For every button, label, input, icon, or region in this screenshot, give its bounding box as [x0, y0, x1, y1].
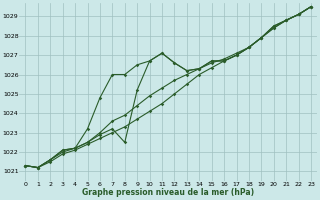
- X-axis label: Graphe pression niveau de la mer (hPa): Graphe pression niveau de la mer (hPa): [82, 188, 254, 197]
